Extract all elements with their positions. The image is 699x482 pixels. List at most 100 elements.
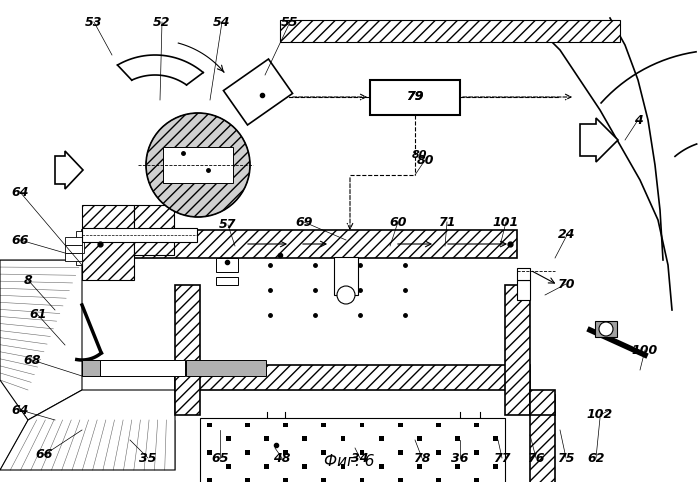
Bar (82, 360, 182, 376)
Text: 54: 54 (213, 15, 231, 28)
Text: 68: 68 (23, 353, 41, 366)
Bar (82, 205, 134, 280)
Bar (280, 20, 620, 42)
Circle shape (337, 286, 355, 304)
Bar (379, 436, 384, 441)
Bar (226, 436, 231, 441)
Bar (359, 478, 364, 482)
Bar (474, 423, 479, 428)
Bar (455, 436, 460, 441)
Text: 79: 79 (406, 91, 424, 104)
Bar (186, 360, 266, 376)
Text: 8: 8 (24, 273, 32, 286)
Bar (283, 423, 288, 428)
Bar (398, 423, 403, 428)
Circle shape (146, 113, 250, 217)
Bar (283, 478, 288, 482)
Text: 62: 62 (587, 452, 605, 465)
Text: 65: 65 (211, 452, 229, 465)
Bar (175, 285, 200, 415)
Bar (216, 258, 238, 272)
Bar (224, 59, 293, 125)
Text: 100: 100 (632, 344, 658, 357)
Bar (436, 423, 440, 428)
Text: 55: 55 (281, 15, 298, 28)
Text: 34: 34 (352, 452, 369, 465)
Bar (303, 464, 308, 469)
Text: 60: 60 (389, 215, 407, 228)
Text: 66: 66 (35, 448, 52, 461)
Text: 61: 61 (29, 308, 47, 321)
Text: 35: 35 (139, 452, 157, 465)
Bar (322, 423, 326, 428)
Bar (417, 436, 421, 441)
Text: 79: 79 (406, 91, 424, 104)
Text: 36: 36 (452, 452, 469, 465)
Bar (76, 253, 82, 265)
Text: 48: 48 (273, 452, 291, 465)
Bar (207, 423, 212, 428)
FancyArrow shape (55, 151, 83, 189)
Bar (436, 478, 440, 482)
Bar (65, 237, 82, 245)
Bar (207, 478, 212, 482)
Bar (359, 450, 364, 455)
Bar (474, 450, 479, 455)
Bar (474, 478, 479, 482)
Bar (245, 423, 250, 428)
Bar (283, 450, 288, 455)
Bar (517, 268, 530, 280)
FancyArrow shape (580, 118, 618, 162)
Bar (493, 436, 498, 441)
Text: 80: 80 (416, 153, 434, 166)
Polygon shape (0, 390, 175, 470)
Bar (595, 321, 617, 337)
Bar (163, 147, 233, 183)
Text: 4: 4 (633, 113, 642, 126)
Bar (322, 478, 326, 482)
Text: 57: 57 (219, 218, 237, 231)
Bar (436, 450, 440, 455)
Bar (398, 478, 403, 482)
Bar (65, 253, 82, 261)
Text: 101: 101 (493, 215, 519, 228)
Bar (340, 436, 345, 441)
Bar (245, 478, 250, 482)
Bar (334, 257, 358, 295)
Text: 70: 70 (557, 278, 575, 291)
Text: Фиг. 6: Фиг. 6 (324, 455, 374, 469)
Bar (303, 436, 308, 441)
Bar (517, 280, 530, 300)
Bar (175, 365, 530, 390)
Bar (417, 464, 421, 469)
Bar (505, 285, 530, 415)
Bar (65, 245, 82, 253)
Text: 24: 24 (559, 228, 576, 241)
Text: 69: 69 (295, 215, 312, 228)
Text: 76: 76 (527, 452, 545, 465)
Bar (340, 464, 345, 469)
Bar (76, 231, 84, 253)
Bar (398, 450, 403, 455)
Bar (264, 464, 269, 469)
Bar (370, 80, 460, 115)
Bar (493, 464, 498, 469)
Circle shape (599, 322, 613, 336)
Polygon shape (0, 260, 82, 420)
Bar (82, 230, 517, 258)
Text: 102: 102 (587, 409, 613, 421)
Bar (207, 450, 212, 455)
Text: 53: 53 (85, 15, 103, 28)
Bar (216, 277, 238, 285)
Bar (226, 464, 231, 469)
Bar (530, 395, 555, 482)
Bar (200, 418, 505, 482)
Text: 52: 52 (153, 15, 171, 28)
Bar (379, 464, 384, 469)
Bar (100, 360, 185, 376)
Text: 75: 75 (557, 452, 575, 465)
Text: 64: 64 (11, 186, 29, 199)
Text: 64: 64 (11, 403, 29, 416)
Bar (359, 423, 364, 428)
Bar (134, 205, 174, 255)
